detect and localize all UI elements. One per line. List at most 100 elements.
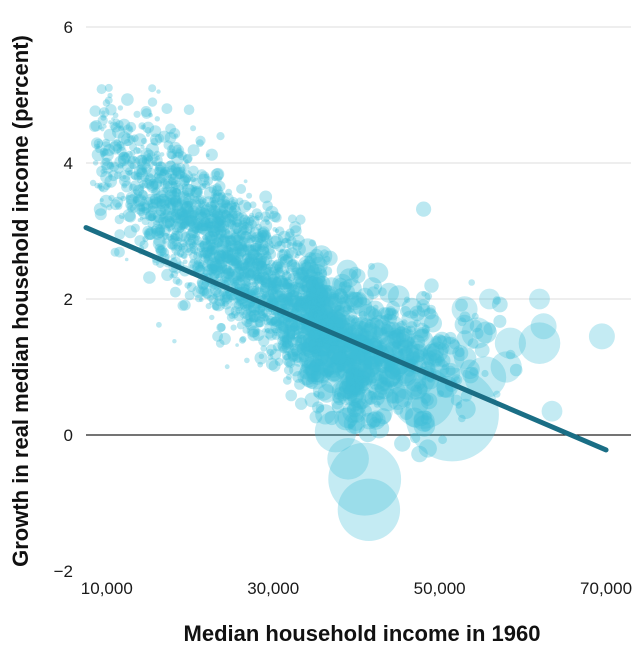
- data-point: [210, 263, 224, 276]
- data-point: [179, 169, 193, 184]
- data-point: [292, 277, 301, 286]
- data-point: [352, 297, 373, 317]
- data-point: [243, 237, 255, 249]
- data-point: [364, 377, 373, 386]
- data-point: [282, 237, 288, 244]
- data-point: [312, 279, 318, 285]
- data-point: [191, 187, 202, 198]
- x-tick-labels: 10,000 30,000 50,000 70,000: [81, 579, 632, 598]
- data-point: [226, 259, 231, 264]
- data-point: [454, 314, 475, 335]
- data-point: [350, 320, 371, 341]
- data-point: [109, 121, 119, 131]
- data-point: [333, 387, 347, 400]
- data-point: [420, 392, 438, 410]
- data-point: [275, 319, 282, 327]
- data-point: [254, 316, 266, 328]
- data-point: [253, 287, 264, 298]
- data-point: [262, 200, 273, 212]
- data-point: [265, 357, 279, 371]
- data-point: [259, 276, 265, 282]
- data-point: [259, 190, 273, 204]
- data-point: [273, 268, 278, 274]
- data-point: [244, 256, 252, 264]
- data-point: [196, 139, 204, 148]
- data-point: [254, 211, 264, 221]
- data-point: [268, 273, 279, 285]
- data-point: [217, 323, 226, 332]
- data-point: [332, 273, 353, 294]
- data-point: [231, 270, 242, 282]
- data-point: [223, 242, 227, 247]
- data-point: [130, 223, 140, 233]
- data-point: [314, 307, 328, 321]
- data-point: [281, 270, 292, 282]
- data-point: [270, 287, 279, 295]
- data-point: [155, 161, 166, 172]
- data-point: [222, 290, 232, 300]
- data-point: [349, 347, 367, 365]
- data-point: [421, 324, 431, 334]
- x-tick-label: 50,000: [414, 579, 466, 598]
- y-tick-label: 0: [64, 426, 73, 445]
- data-point: [171, 199, 184, 212]
- data-point: [214, 225, 227, 238]
- data-point: [137, 218, 142, 223]
- data-point: [314, 307, 323, 315]
- data-point: [342, 386, 350, 394]
- data-point: [213, 249, 226, 262]
- data-point: [348, 399, 361, 412]
- data-point: [370, 335, 383, 348]
- data-point: [152, 215, 156, 219]
- data-point: [89, 105, 101, 117]
- data-point: [220, 232, 225, 237]
- data-point: [267, 291, 275, 298]
- data-point: [225, 202, 230, 207]
- data-point: [216, 191, 222, 197]
- data-point: [234, 285, 239, 289]
- data-point: [345, 368, 364, 387]
- data-point: [235, 263, 242, 271]
- data-point: [324, 296, 342, 314]
- data-point: [172, 242, 176, 246]
- data-point: [302, 333, 314, 345]
- data-point: [322, 250, 338, 266]
- data-point: [292, 290, 300, 298]
- data-point: [100, 127, 105, 132]
- data-point: [202, 234, 208, 241]
- data-point: [335, 316, 344, 325]
- data-point: [347, 366, 357, 377]
- data-point: [360, 389, 376, 406]
- data-point: [273, 283, 282, 293]
- data-point: [147, 203, 154, 210]
- data-point: [347, 413, 365, 431]
- data-point: [281, 342, 287, 347]
- data-point: [320, 349, 339, 368]
- data-point: [192, 262, 204, 273]
- data-point: [278, 321, 289, 332]
- data-point: [154, 150, 161, 157]
- data-point: [352, 327, 370, 345]
- data-point: [284, 282, 295, 294]
- data-point: [285, 350, 290, 356]
- data-point: [184, 282, 191, 289]
- data-point: [303, 359, 309, 365]
- data-point: [239, 217, 248, 226]
- data-point: [379, 282, 399, 303]
- data-point: [287, 273, 296, 282]
- data-point: [239, 222, 253, 236]
- data-point: [413, 415, 436, 437]
- data-point: [189, 195, 195, 201]
- data-point: [292, 270, 299, 276]
- y-axis-title: Growth in real median household income (…: [8, 35, 33, 567]
- data-point: [395, 365, 417, 387]
- data-point: [104, 83, 113, 92]
- data-point: [200, 253, 210, 263]
- data-point: [339, 268, 359, 288]
- data-point: [322, 335, 340, 353]
- data-point: [156, 89, 161, 94]
- data-point: [421, 291, 427, 297]
- data-point: [327, 316, 334, 323]
- data-point: [299, 291, 318, 310]
- data-point: [179, 239, 188, 248]
